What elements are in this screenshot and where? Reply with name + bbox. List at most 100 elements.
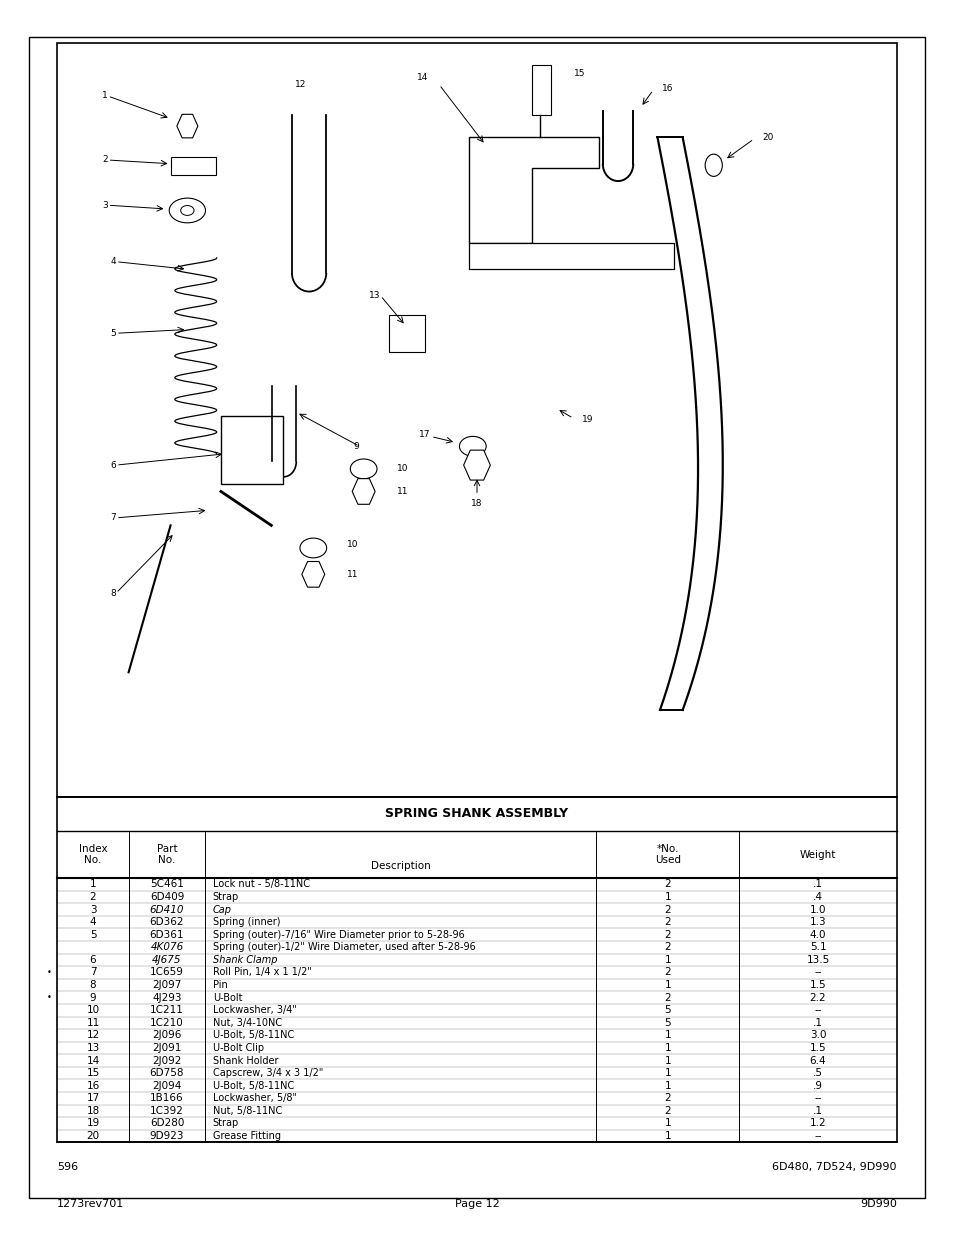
Text: 2: 2 bbox=[664, 930, 670, 940]
Text: --: -- bbox=[814, 1005, 821, 1015]
Text: 5: 5 bbox=[664, 1005, 670, 1015]
Bar bbox=[221, 416, 283, 484]
Text: 13.5: 13.5 bbox=[805, 955, 829, 965]
Text: 1.3: 1.3 bbox=[809, 918, 825, 927]
Text: 2: 2 bbox=[664, 967, 670, 977]
Text: 6D409: 6D409 bbox=[150, 892, 184, 902]
Text: 1C211: 1C211 bbox=[150, 1005, 184, 1015]
Text: 1: 1 bbox=[664, 1044, 670, 1053]
Bar bbox=[57, 797, 896, 1142]
Ellipse shape bbox=[459, 436, 486, 456]
Polygon shape bbox=[468, 137, 598, 243]
Text: Pin: Pin bbox=[213, 981, 227, 990]
Text: .1: .1 bbox=[812, 1105, 822, 1116]
Ellipse shape bbox=[180, 205, 193, 215]
Text: 15: 15 bbox=[573, 69, 584, 78]
Text: 14: 14 bbox=[87, 1056, 99, 1066]
Text: 2: 2 bbox=[664, 1105, 670, 1116]
Text: 1.2: 1.2 bbox=[809, 1119, 825, 1129]
Text: 1: 1 bbox=[664, 1081, 670, 1091]
Text: 1: 1 bbox=[102, 91, 108, 100]
Text: Spring (outer)-7/16" Wire Diameter prior to 5-28-96: Spring (outer)-7/16" Wire Diameter prior… bbox=[213, 930, 464, 940]
Text: 18: 18 bbox=[471, 499, 482, 508]
Text: 2J094: 2J094 bbox=[152, 1081, 181, 1091]
Text: *No.
Used: *No. Used bbox=[654, 844, 680, 866]
Text: 10: 10 bbox=[396, 464, 408, 473]
Text: 6D280: 6D280 bbox=[150, 1119, 184, 1129]
Text: 1.0: 1.0 bbox=[809, 904, 825, 915]
Text: Part
No.: Part No. bbox=[156, 844, 177, 866]
Text: Cap: Cap bbox=[213, 904, 232, 915]
Text: 1: 1 bbox=[664, 1119, 670, 1129]
Text: 3: 3 bbox=[102, 201, 108, 210]
Text: 596: 596 bbox=[57, 1162, 78, 1172]
Polygon shape bbox=[468, 243, 674, 269]
Text: 13: 13 bbox=[87, 1044, 99, 1053]
Text: 2J092: 2J092 bbox=[152, 1056, 181, 1066]
Text: 16: 16 bbox=[661, 84, 673, 93]
Text: .9: .9 bbox=[812, 1081, 822, 1091]
Text: 1: 1 bbox=[664, 1056, 670, 1066]
Text: 13: 13 bbox=[369, 291, 380, 300]
Text: 2: 2 bbox=[664, 942, 670, 952]
Text: 14: 14 bbox=[416, 73, 428, 82]
Text: .5: .5 bbox=[812, 1068, 822, 1078]
Ellipse shape bbox=[169, 198, 205, 222]
Text: Strap: Strap bbox=[213, 892, 239, 902]
Text: 11: 11 bbox=[396, 487, 408, 496]
Text: U-Bolt: U-Bolt bbox=[213, 993, 242, 1003]
Text: 2: 2 bbox=[102, 156, 108, 164]
Bar bbox=[531, 65, 550, 115]
Text: 10: 10 bbox=[347, 540, 358, 548]
Text: 7: 7 bbox=[111, 514, 116, 522]
Text: Lockwasher, 3/4": Lockwasher, 3/4" bbox=[213, 1005, 296, 1015]
Ellipse shape bbox=[350, 459, 376, 479]
Text: 19: 19 bbox=[581, 415, 593, 425]
Text: Spring (inner): Spring (inner) bbox=[213, 918, 280, 927]
Text: 9: 9 bbox=[354, 442, 359, 451]
Text: --: -- bbox=[814, 967, 821, 977]
Text: 5: 5 bbox=[90, 930, 96, 940]
Text: 20: 20 bbox=[87, 1131, 99, 1141]
Text: 1B166: 1B166 bbox=[150, 1093, 184, 1103]
Text: 9D923: 9D923 bbox=[150, 1131, 184, 1141]
Text: Roll Pin, 1/4 x 1 1/2": Roll Pin, 1/4 x 1 1/2" bbox=[213, 967, 312, 977]
Text: Strap: Strap bbox=[213, 1119, 239, 1129]
Text: 6D410: 6D410 bbox=[150, 904, 184, 915]
Text: Description: Description bbox=[371, 861, 430, 871]
Text: 1: 1 bbox=[664, 981, 670, 990]
Circle shape bbox=[704, 154, 721, 177]
Text: 12: 12 bbox=[87, 1030, 99, 1040]
Text: Page 12: Page 12 bbox=[455, 1199, 498, 1209]
Text: 2: 2 bbox=[664, 1093, 670, 1103]
Text: 5: 5 bbox=[111, 329, 116, 337]
Text: 17: 17 bbox=[87, 1093, 99, 1103]
Text: 20: 20 bbox=[761, 133, 773, 142]
Text: 5.1: 5.1 bbox=[809, 942, 825, 952]
Text: •: • bbox=[47, 993, 52, 1002]
Text: 9D990: 9D990 bbox=[859, 1199, 896, 1209]
Text: 1: 1 bbox=[664, 892, 670, 902]
Text: 2J097: 2J097 bbox=[152, 981, 181, 990]
Text: 6.4: 6.4 bbox=[809, 1056, 825, 1066]
Text: U-Bolt Clip: U-Bolt Clip bbox=[213, 1044, 264, 1053]
Text: 12: 12 bbox=[294, 80, 306, 89]
Text: 7: 7 bbox=[90, 967, 96, 977]
Text: 1: 1 bbox=[90, 879, 96, 889]
Text: 2J096: 2J096 bbox=[152, 1030, 181, 1040]
Text: 4K076: 4K076 bbox=[151, 942, 183, 952]
Text: 6D362: 6D362 bbox=[150, 918, 184, 927]
Text: .1: .1 bbox=[812, 879, 822, 889]
Text: 10: 10 bbox=[87, 1005, 99, 1015]
Text: 4J293: 4J293 bbox=[152, 993, 181, 1003]
Text: 4: 4 bbox=[111, 257, 116, 267]
Text: .4: .4 bbox=[812, 892, 822, 902]
Text: U-Bolt, 5/8-11NC: U-Bolt, 5/8-11NC bbox=[213, 1030, 294, 1040]
Text: Capscrew, 3/4 x 3 1/2": Capscrew, 3/4 x 3 1/2" bbox=[213, 1068, 323, 1078]
Text: Shank Clamp: Shank Clamp bbox=[213, 955, 277, 965]
Text: 6: 6 bbox=[90, 955, 96, 965]
Text: 1: 1 bbox=[664, 1068, 670, 1078]
Text: 6D361: 6D361 bbox=[150, 930, 184, 940]
Text: Grease Fitting: Grease Fitting bbox=[213, 1131, 280, 1141]
Text: 19: 19 bbox=[87, 1119, 99, 1129]
